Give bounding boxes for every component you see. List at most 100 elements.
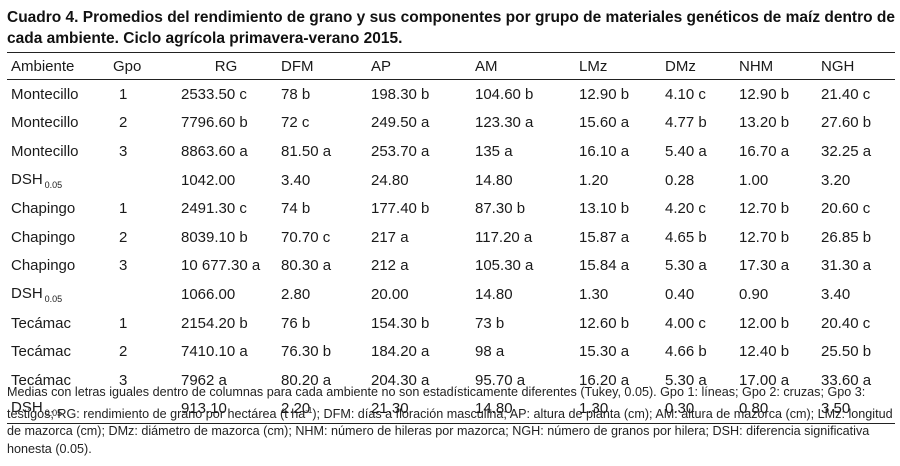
results-table-container: Ambiente Gpo RG DFM AP AM LMz DMz NHM NG… [7,52,895,425]
dsh-row: DSH 0.05 1042.00 3.40 24.80 14.80 1.20 0.28 1.00… [7,166,895,195]
ap-cell: 20.00 [371,285,409,303]
gpo-cell: 3 [119,371,128,389]
rg-cell: 2533.50 c [181,85,247,103]
lmz-cell: 13.10 b [579,200,630,218]
dsh-subscript: 0.05 [44,408,63,419]
dmz-cell: 5.30 a [665,257,707,275]
gpo-cell: 3 [119,142,128,160]
ap-cell: 154.30 b [371,314,430,332]
dfm-cell: 78 b [281,85,311,103]
ngh-cell: 3.40 [821,285,851,303]
am-cell: 95.70 a [475,371,526,389]
dsh-subscript: 0.05 [44,293,63,304]
table-header-row: Ambiente Gpo RG DFM AP AM LMz DMz NHM NG… [7,52,895,80]
rg-cell: 913.10 [175,394,277,425]
ngh-cell: 27.60 b [821,114,872,132]
nhm-cell: 17.30 a [739,257,790,275]
am-cell: 98 a [475,343,505,361]
dsh-subscript: 0.05 [44,179,63,190]
gpo-cell [105,280,175,309]
table-body: Montecillo 1 2533.50 c 78 b 198.30 b 104.60 b… [7,80,895,425]
ambiente-cell: Montecillo [11,142,79,160]
column-header-ap: AP [367,52,471,80]
dmz-cell: 5.40 a [665,142,707,160]
lmz-cell: 15.87 a [579,228,630,246]
dsh-row: DSH 0.05 913.10 2.20 21.30 14.80 1.30 0.30 0.80 3… [7,394,895,425]
gpo-cell: 1 [119,314,128,332]
results-table: Ambiente Gpo RG DFM AP AM LMz DMz NHM NG… [7,52,895,425]
dsh-row: DSH 0.05 1066.00 2.80 20.00 14.80 1.30 0.40 0.90… [7,280,895,309]
table-row: Tecámac 3 7962 a 80.20 a 204.30 a 95.70 a 16.2… [7,366,895,395]
nhm-cell: 12.90 b [739,85,790,103]
table-row: Chapingo 2 8039.10 b 70.70 c 217 a 117.20 a 15… [7,223,895,252]
nhm-cell: 0.80 [735,394,817,425]
nhm-cell: 12.40 b [739,343,790,361]
rg-cell: 1066.00 [181,285,236,303]
am-cell: 73 b [475,314,505,332]
nhm-cell: 12.00 b [739,314,790,332]
am-cell: 87.30 b [475,200,526,218]
ambiente-cell: Montecillo [11,114,79,132]
ambiente-cell: Tecámac [11,314,72,332]
table-notes: Medias con letras iguales dentro de colu… [7,384,897,459]
ap-cell: 184.20 a [371,343,430,361]
ap-cell: 198.30 b [371,85,430,103]
nhm-cell: 0.90 [739,285,769,303]
table-row: Chapingo 1 2491.30 c 74 b 177.40 b 87.30 b 13.… [7,194,895,223]
ngh-cell: 3.50 [817,394,895,425]
dmz-cell: 4.20 c [665,200,706,218]
dfm-cell: 81.50 a [281,142,332,160]
table-row: Tecámac 2 7410.10 a 76.30 b 184.20 a 98 a 15.3… [7,337,895,366]
ambiente-cell: DSH 0.05 [7,280,105,309]
column-header-dmz: DMz [661,52,735,80]
dfm-cell: 80.20 a [281,371,332,389]
nhm-cell: 12.70 b [739,228,790,246]
ngh-cell: 33.60 a [821,371,872,389]
nhm-cell: 13.20 b [739,114,790,132]
gpo-cell: 1 [119,200,128,218]
unit-exponent: -1 [305,405,313,415]
dfm-cell: 76 b [281,314,311,332]
lmz-cell: 1.30 [579,285,609,303]
ambiente-cell: Chapingo [11,257,76,275]
ngh-cell: 26.85 b [821,228,872,246]
dfm-cell: 2.80 [281,285,311,303]
column-header-ngh: NGH [817,52,895,80]
dfm-cell: 72 c [281,114,310,132]
table-row: Montecillo 1 2533.50 c 78 b 198.30 b 104.60 b… [7,80,895,109]
table-row: Tecámac 1 2154.20 b 76 b 154.30 b 73 b 12.60 b… [7,309,895,338]
dfm-cell: 74 b [281,200,311,218]
rg-cell: 7962 a [181,371,227,389]
ambiente-cell: Tecámac [11,371,72,389]
lmz-cell: 1.30 [575,394,661,425]
dmz-cell: 4.77 b [665,114,707,132]
dfm-cell: 80.30 a [281,257,332,275]
ngh-cell: 32.25 a [821,142,872,160]
column-header-ambiente: Ambiente [7,52,105,80]
ngh-cell: 3.20 [821,171,851,189]
ambiente-cell: DSH 0.05 [7,394,105,425]
rg-cell: 8863.60 a [181,142,248,160]
ap-cell: 204.30 a [371,371,430,389]
column-header-nhm: NHM [735,52,817,80]
ambiente-cell: Chapingo [11,228,76,246]
nhm-cell: 1.00 [739,171,769,189]
rg-cell: 7796.60 b [181,114,248,132]
rg-cell: 8039.10 b [181,228,248,246]
dmz-cell: 4.65 b [665,228,707,246]
am-cell: 104.60 b [475,85,534,103]
rg-cell: 1042.00 [181,171,236,189]
dfm-cell: 70.70 c [281,228,331,246]
notes-text-continued: ); DFM: días a floración masculina; AP: … [7,406,893,456]
table-row: Montecillo 3 8863.60 a 81.50 a 253.70 a 135 a… [7,137,895,166]
dsh-label: DSH [11,399,43,417]
am-cell: 14.80 [475,285,513,303]
ngh-cell: 31.30 a [821,257,872,275]
lmz-cell: 12.90 b [579,85,630,103]
column-header-dfm: DFM [277,52,367,80]
lmz-cell: 1.20 [579,171,609,189]
nhm-cell: 17.00 a [739,371,790,389]
am-cell: 105.30 a [475,257,534,275]
dmz-cell: 0.30 [661,394,735,425]
